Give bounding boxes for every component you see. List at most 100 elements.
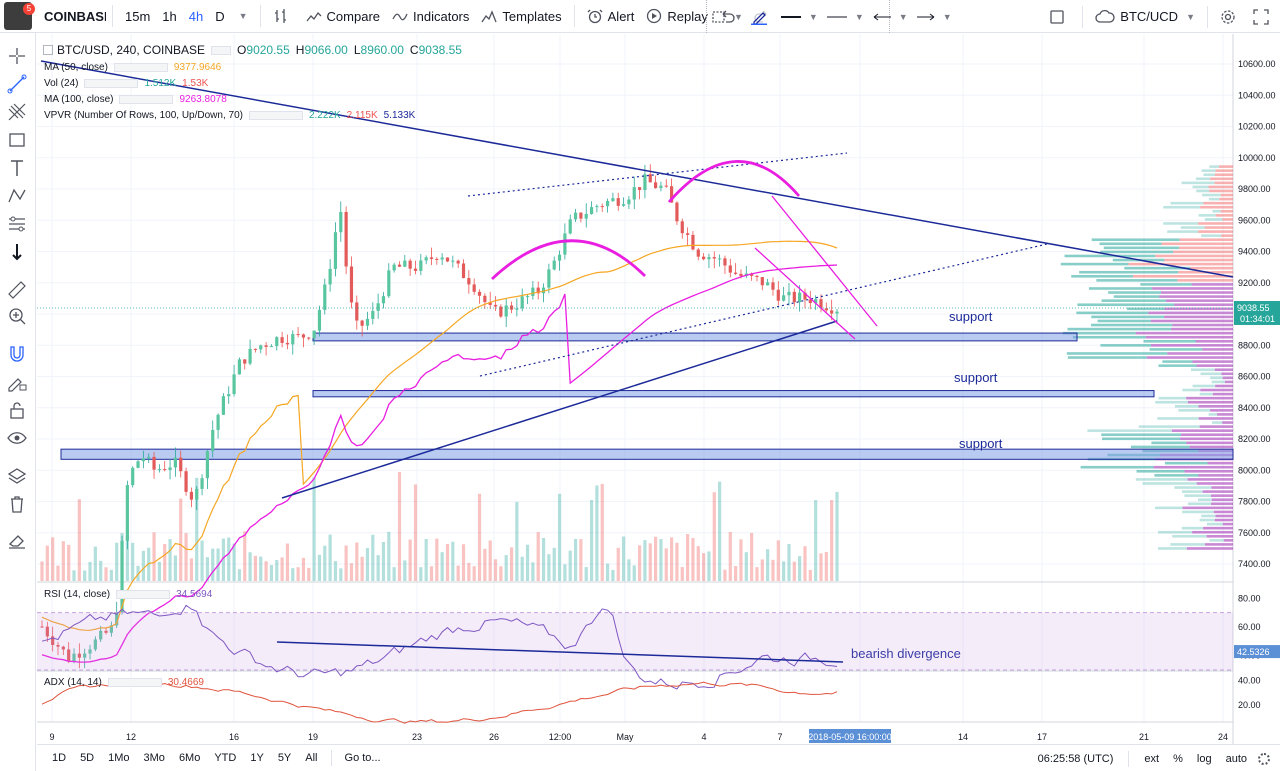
range-1y[interactable]: 1Y [250,752,264,764]
range-5d[interactable]: 5D [80,752,95,764]
volume-bar [397,471,402,581]
bars-style-button[interactable] [267,0,300,33]
chart-settings-icon[interactable] [1258,752,1270,765]
chevron-down-icon: ▼ [854,11,864,22]
interval-15m[interactable]: 15m [125,8,151,24]
legend-controls[interactable] [248,111,303,120]
volume-bar [509,547,514,581]
line-width-button[interactable]: ▼ [776,0,822,33]
volume-bar [808,569,812,581]
legend-controls[interactable] [84,79,139,88]
rectangle-icon[interactable] [6,129,28,151]
ruler-icon[interactable] [6,279,28,301]
range-1d[interactable]: 1D [52,752,67,764]
volume-bar [355,542,359,581]
legend-controls[interactable] [211,45,232,55]
pattern-icon[interactable] [6,185,28,207]
rsi-legend[interactable]: RSI (14, close) 34.5694 [44,589,212,600]
indicators-button[interactable]: Indicators [386,0,475,33]
compare-button[interactable]: Compare [300,0,386,33]
checkbox-button[interactable] [1043,0,1076,33]
interval-1d[interactable]: D [215,8,225,24]
range-all[interactable]: All [305,752,318,764]
range-6mo[interactable]: 6Mo [178,752,201,764]
trash-icon[interactable] [6,493,28,515]
pitchfork-icon[interactable] [6,101,28,123]
eye-icon[interactable] [6,427,28,449]
legend-controls[interactable] [113,63,168,72]
interval-dropdown[interactable]: ▼ [231,0,254,33]
volume-profile-down [1210,177,1233,181]
legend-controls[interactable] [116,590,171,599]
support-label-2: support [954,370,998,385]
user-avatar[interactable]: 5 [4,2,35,30]
percent-toggle[interactable]: % [1173,752,1183,765]
volume-profile-up [1087,429,1172,432]
volume-profile-down [1189,445,1233,449]
legend-controls[interactable] [119,95,174,104]
ma50-legend[interactable]: MA (50, close) 9377.9646 [44,62,221,73]
clock[interactable]: 06:25:58 (UTC) [1037,752,1114,765]
divider [112,5,113,27]
divider [573,5,575,27]
goto-button[interactable]: Go to... [344,752,381,764]
settings-button[interactable] [1214,0,1247,33]
candle-body [605,200,610,207]
candle-body [541,287,546,294]
gann-icon[interactable] [6,213,28,235]
legend-hide-icon[interactable] [43,45,53,55]
fullscreen-button[interactable] [1247,0,1280,33]
text-icon[interactable] [6,157,28,179]
volume-legend[interactable]: Vol (24) 1.512K 1.53K [44,78,208,89]
interval-1h[interactable]: 1h [162,8,177,24]
volume-profile-up [1202,193,1221,197]
chevron-down-icon: ▼ [238,11,248,21]
support-zone [312,332,1078,342]
replay-button[interactable]: Replay [640,0,713,33]
eraser-icon[interactable] [6,529,28,551]
chart-area[interactable]: supportsupportsupportbearish divergence … [37,34,1280,744]
templates-button[interactable]: Templates [475,0,567,33]
auto-toggle[interactable]: auto [1225,752,1247,765]
lock-icon[interactable] [6,399,28,421]
range-ytd[interactable]: YTD [214,752,237,764]
arrow-end-button[interactable]: ▼ [912,0,956,33]
zoom-in-icon[interactable] [6,305,28,327]
adx-legend[interactable]: ADX (14, 14) 30.4669 [44,677,204,688]
volume-profile-up [1103,246,1179,250]
alert-icon [587,8,603,24]
magnet-icon[interactable] [6,343,28,365]
symbol-search[interactable]: COINBASE:BTCUSD [44,8,106,24]
layers-icon[interactable] [6,465,28,487]
main-legend[interactable]: BTC/USD, 240, COINBASE O 9020.55 H 9066.00… [43,43,468,57]
log-toggle[interactable]: log [1196,752,1212,765]
indicator-panes [37,604,1233,724]
range-1mo[interactable]: 1Mo [108,752,130,764]
lock-pencil-icon[interactable] [6,371,28,393]
rectangle-select-button[interactable]: ▼ [707,0,747,33]
chart-canvas[interactable]: supportsupportsupportbearish divergence … [37,34,1280,744]
layout-button[interactable]: BTC/UCD ▼ [1089,0,1201,33]
candle-body [408,260,412,269]
trend-line-icon[interactable] [6,73,28,95]
range-3mo[interactable]: 3Mo [143,752,165,764]
volume-profile-down [1195,339,1233,343]
ext-toggle[interactable]: ext [1144,752,1160,765]
crosshair-icon[interactable] [6,45,28,67]
range-5y[interactable]: 5Y [277,752,292,764]
volume-profile-up [1158,396,1187,400]
interval-4h[interactable]: 4h [188,8,204,24]
vpvr-legend[interactable]: VPVR (Number Of Rows, 100, Up/Down, 70) … [44,110,415,121]
ma100-legend[interactable]: MA (100, close) 9263.8078 [44,94,227,105]
candle-body [712,257,716,259]
volume-profile-down [1198,404,1233,408]
legend-controls[interactable] [107,678,162,687]
volume-bar [227,537,231,581]
brush-button[interactable] [747,0,776,33]
alert-button[interactable]: Alert [581,0,641,33]
volume-profile-up [1062,331,1136,335]
arrow-start-button[interactable]: ▼ [868,0,912,33]
arrow-down-icon[interactable] [6,241,28,263]
line-style-button[interactable]: ▼ [822,0,868,33]
candle-body [696,249,700,257]
